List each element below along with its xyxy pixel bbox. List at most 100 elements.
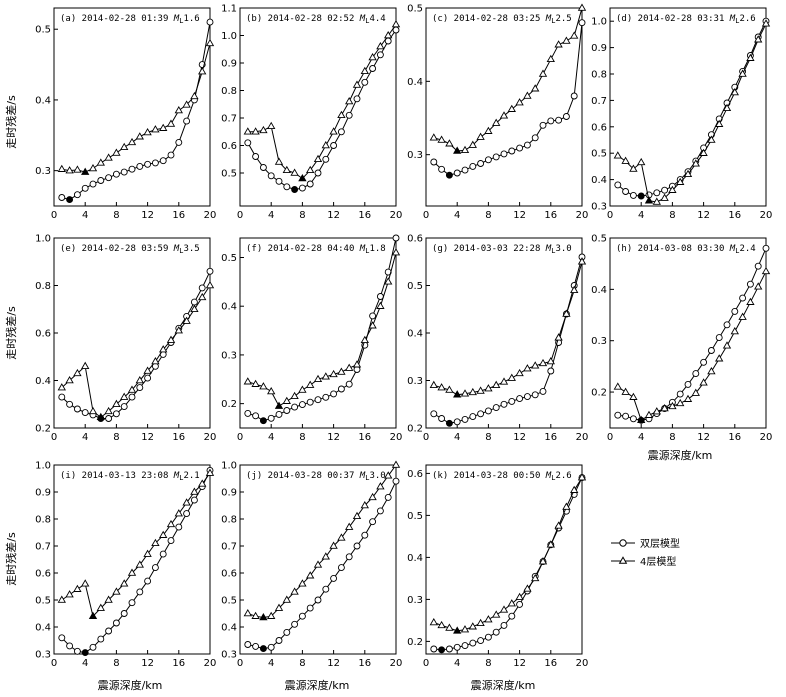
data-point-triangle-i — [127, 568, 137, 576]
data-point-triangle-j — [243, 608, 252, 617]
data-point-triangle-c — [429, 133, 438, 141]
data-point-circle-g — [477, 410, 485, 418]
data-point-triangle-g — [499, 377, 509, 385]
data-point-triangle-g — [554, 333, 563, 341]
data-point-triangle-f — [298, 385, 307, 393]
magnitude-value: 4.4 — [369, 14, 385, 24]
data-point-triangle-j — [384, 471, 393, 479]
panel-title-f: (f) 2014-02-28 04:40 ML1.8 — [246, 244, 386, 255]
data-point-circle-k — [484, 633, 492, 641]
data-point-triangle-a — [112, 148, 121, 156]
y-tick-label-b: 1.1 — [221, 4, 237, 15]
data-point-triangle-c — [507, 104, 516, 112]
plot-frame-d — [609, 7, 767, 207]
data-point-triangle-b — [313, 154, 323, 163]
data-point-triangle-f — [282, 396, 291, 404]
y-tick-label-b: 0.6 — [221, 141, 237, 152]
data-point-circle-i — [167, 537, 175, 545]
data-point-triangle-i — [198, 479, 207, 487]
data-point-circle-g — [430, 410, 438, 418]
x-tick-label-i: 0 — [51, 658, 57, 669]
data-point-triangle-d — [668, 185, 677, 193]
data-point-circle-j — [259, 645, 267, 653]
y-tick-label-c: 0.3 — [407, 150, 423, 161]
data-point-triangle-k — [453, 626, 462, 634]
data-point-triangle-d — [699, 148, 708, 156]
y-tick-label-d: 0.3 — [591, 202, 607, 213]
data-point-circle-j — [283, 628, 291, 636]
data-point-triangle-e — [205, 280, 215, 289]
y-tick-label-i: 0.4 — [35, 623, 51, 634]
plot-frame-b — [239, 7, 397, 207]
data-point-circle-c — [461, 166, 469, 174]
data-point-triangle-a — [159, 123, 168, 131]
data-point-circle-d — [661, 186, 669, 194]
data-point-triangle-h — [613, 382, 622, 390]
magnitude-subscript: L — [551, 17, 555, 25]
data-point-circle-b — [322, 155, 330, 163]
data-point-triangle-e — [81, 361, 90, 370]
data-point-circle-f — [298, 401, 306, 409]
data-point-triangle-e — [127, 385, 137, 393]
data-point-circle-d — [637, 192, 645, 200]
magnitude-symbol: M — [545, 14, 552, 24]
data-point-triangle-g — [515, 368, 524, 377]
data-point-circle-d — [653, 189, 661, 197]
data-point-circle-f — [369, 312, 377, 320]
x-tick-label-k: 0 — [423, 658, 429, 669]
data-point-triangle-h — [652, 407, 661, 415]
y-tick-label-e: 1.0 — [35, 234, 51, 245]
data-point-triangle-a — [88, 163, 98, 172]
data-point-triangle-a — [182, 100, 191, 108]
magnitude-value: 3.0 — [555, 244, 571, 254]
data-point-triangle-a — [104, 153, 113, 161]
data-point-triangle-d — [637, 157, 646, 166]
data-point-circle-k — [516, 600, 524, 608]
data-point-triangle-b — [298, 173, 307, 182]
panel-k: 0 4 8 12 16 20 0.2 0.3 0.4 0.5 0.6 (k) 2014-03-28 0… — [407, 464, 589, 669]
data-point-circle-e — [198, 284, 206, 292]
y-tick-label-g: 0.4 — [407, 329, 423, 340]
magnitude-subscript: L — [179, 474, 183, 482]
data-point-circle-d — [614, 181, 622, 189]
y-tick-label-b: 0.8 — [221, 86, 237, 97]
series-line-i-1 — [61, 472, 211, 618]
data-point-triangle-h — [660, 403, 669, 412]
y-tick-label-e: 0.8 — [35, 281, 51, 292]
data-point-triangle-k — [515, 592, 524, 601]
data-point-triangle-c — [499, 111, 509, 119]
y-tick-label-a: 0.4 — [35, 95, 51, 106]
data-point-circle-h — [707, 347, 715, 354]
data-point-triangle-c — [445, 139, 454, 147]
y-axis-label-row3: 走时残差/s — [4, 532, 18, 586]
data-point-circle-i — [58, 634, 66, 642]
data-point-triangle-j — [298, 579, 307, 587]
data-point-triangle-i — [159, 530, 168, 538]
data-point-circle-h — [622, 412, 630, 420]
y-tick-label-c: 0.4 — [407, 77, 423, 88]
series-line-b-1 — [247, 24, 397, 180]
x-tick-label-k: 20 — [576, 658, 589, 669]
data-point-circle-j — [361, 531, 369, 539]
data-point-triangle-h — [707, 366, 716, 375]
magnitude-subscript: L — [179, 247, 183, 255]
data-point-circle-a — [136, 162, 144, 170]
x-tick-label-j: 8 — [299, 658, 305, 669]
data-point-circle-c — [523, 141, 531, 149]
data-point-circle-h — [676, 390, 684, 398]
data-point-triangle-a — [174, 105, 183, 114]
plot-frame-g — [425, 237, 583, 429]
data-point-circle-i — [66, 642, 74, 650]
data-point-circle-j — [291, 620, 299, 628]
x-tick-label-e: 0 — [51, 432, 57, 443]
y-tick-label-k: 0.2 — [407, 637, 423, 648]
data-point-circle-f — [322, 393, 330, 401]
x-tick-label-g: 16 — [544, 432, 557, 443]
data-point-circle-f — [259, 417, 267, 425]
data-point-circle-c — [562, 113, 570, 120]
data-point-triangle-b — [384, 30, 393, 39]
data-point-triangle-h — [621, 387, 630, 395]
data-point-triangle-c — [538, 69, 548, 77]
data-point-triangle-e — [57, 383, 66, 391]
data-point-circle-e — [66, 400, 74, 408]
